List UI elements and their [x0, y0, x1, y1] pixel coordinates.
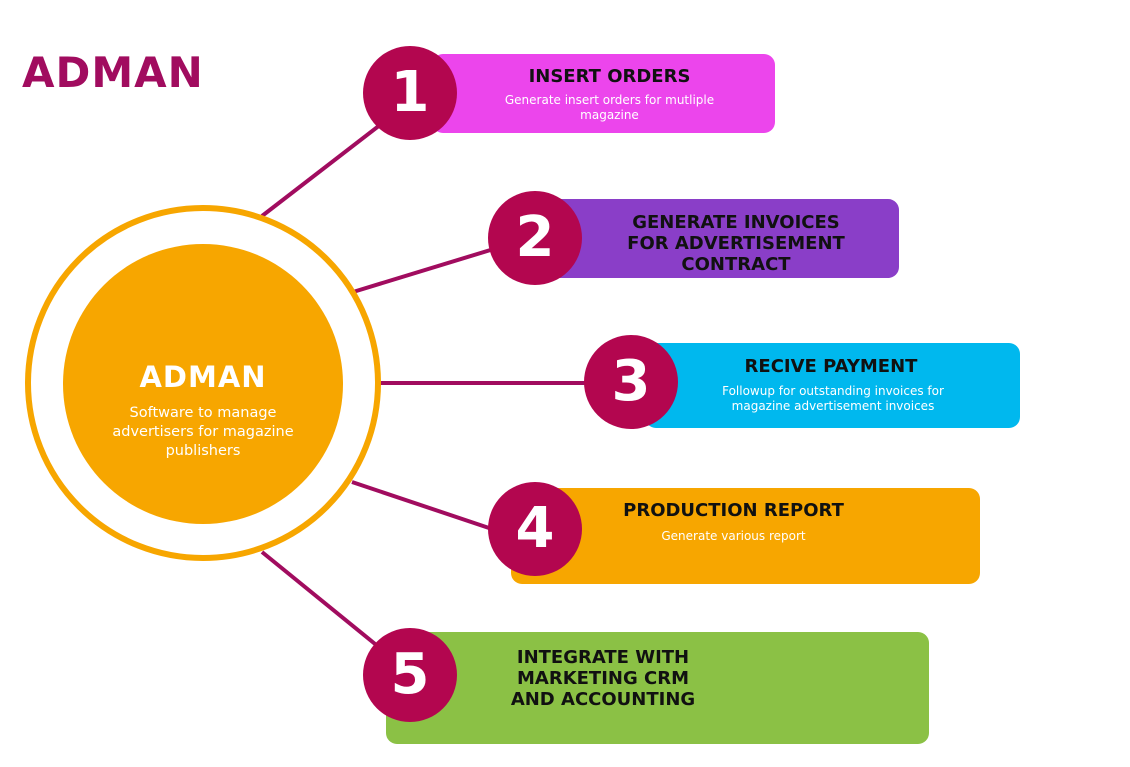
step-4-title: PRODUCTION REPORT: [623, 500, 844, 521]
connector-1: [260, 123, 382, 218]
connector-2: [352, 246, 498, 294]
logo: ADMAN: [22, 48, 204, 97]
step-4-card: PRODUCTION REPORT Generate various repor…: [511, 488, 980, 584]
step-1-description: Generate insert orders for mutliple maga…: [504, 93, 715, 122]
connector-4: [351, 480, 496, 532]
step-4-description: Generate various report: [661, 529, 806, 543]
hub-title: ADMAN: [139, 360, 267, 394]
step-2-card: GENERATE INVOICES FOR ADVERTISEMENT CONT…: [545, 199, 899, 278]
step-4-badge: 4: [488, 482, 582, 576]
step-2-title: GENERATE INVOICES FOR ADVERTISEMENT CONT…: [627, 212, 845, 275]
step-1-card: INSERT ORDERS Generate insert orders for…: [432, 54, 775, 133]
connector-5: [260, 550, 382, 650]
step-5-title: INTEGRATE WITH MARKETING CRM AND ACCOUNT…: [510, 647, 696, 710]
step-3-title: RECIVE PAYMENT: [744, 356, 918, 377]
hub-description: Software to manage advertisers for magaz…: [112, 405, 294, 459]
step-3-badge: 3: [584, 335, 678, 429]
step-5-card: INTEGRATE WITH MARKETING CRM AND ACCOUNT…: [386, 632, 929, 744]
step-3-card: RECIVE PAYMENT Followup for outstanding …: [645, 343, 1020, 428]
step-1-badge: 1: [363, 46, 457, 140]
hub-circle: ADMAN Software to manage advertisers for…: [63, 244, 343, 524]
step-2-badge: 2: [488, 191, 582, 285]
step-5-badge: 5: [363, 628, 457, 722]
step-3-description: Followup for outstanding invoices for ma…: [722, 384, 944, 413]
step-1-title: INSERT ORDERS: [528, 66, 691, 87]
